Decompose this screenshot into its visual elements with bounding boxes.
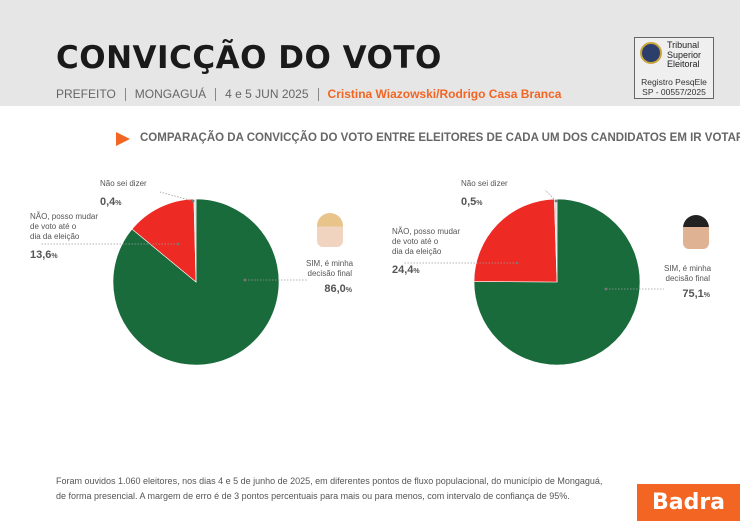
badra-logo: Badra [637,484,740,521]
divider [317,87,319,101]
pie1-slice-nao [131,198,197,283]
tse-reg-line: Registro PesqEle [641,77,707,87]
candidate-photo-1 [317,213,343,247]
tse-registration: Registro PesqEle SP - 00557/2025 [635,77,713,97]
methodology-line: Foram ouvidos 1.060 eleitores, nos dias … [56,476,603,486]
pie2-leader-dot [604,287,608,291]
city-label: MONGAGUÁ [134,87,207,101]
methodology-note: Foram ouvidos 1.060 eleitores, nos dias … [56,474,616,504]
tse-badge: Tribunal Superior Eleitoral Registro Pes… [634,37,714,99]
divider [215,87,217,101]
candidates-label: Cristina Wiazowski/Rodrigo Casa Branca [327,87,562,101]
tse-reg-line: SP - 00557/2025 [642,86,706,97]
tse-name-line: Superior [667,49,702,60]
pie2-nao-value: 24,4% [392,264,420,276]
pie1-sim-label: SIM, é minha decisão final [306,259,354,278]
chart-subtitle: COMPARAÇÃO DA CONVICÇÃO DO VOTO ENTRE EL… [140,132,740,144]
tse-name-line: Eleitoral [667,59,700,69]
header-band [0,0,740,106]
tse-name-line: Tribunal [667,40,700,50]
date-label: 4 e 5 JUN 2025 [225,87,309,101]
office-label: PREFEITO [56,87,116,101]
pie2-sim-value: 75,1% [682,288,710,300]
tse-seal-icon [640,42,662,64]
pie2-leader-dot [515,261,519,265]
pie2-slice-sim [473,198,641,366]
candidate-photo-2 [683,215,709,249]
divider [124,87,126,101]
pie2-naosei-label: Não sei dizer [461,179,508,188]
pie2-leader-naosei [544,189,557,202]
pie1-naosei-value: 0,4% [100,196,122,208]
pie1-leader-dot [191,199,195,203]
pie2-naosei-value: 0,5% [461,196,483,208]
pie1-nao-value: 13,6% [30,249,58,261]
pie2-leader-dot [554,199,558,203]
pie1-nao-label: NÃO, posso mudar de voto até o dia da el… [30,212,99,241]
pie2-sim-label: SIM, é minha decisão final [664,264,712,283]
page-title: CONVICÇÃO DO VOTO [56,40,442,76]
pie2-slice-nao [473,198,558,283]
info-line: PREFEITO MONGAGUÁ 4 e 5 JUN 2025 Cristin… [56,87,561,101]
methodology-line: de forma presencial. A margem de erro é … [56,491,570,501]
pie2-slice-naosei [554,198,558,283]
pie2-nao-label: NÃO, posso mudar de voto até o dia da el… [392,227,461,256]
pie1-sim-value: 86,0% [324,283,352,295]
pie1-naosei-label: Não sei dizer [100,179,147,188]
tse-name: Tribunal Superior Eleitoral [667,40,702,70]
play-arrow-icon [116,132,130,146]
pie1-slice-naosei [193,198,197,283]
pie1-leader-dot [243,278,247,282]
pie1-leader-dot [176,242,180,246]
